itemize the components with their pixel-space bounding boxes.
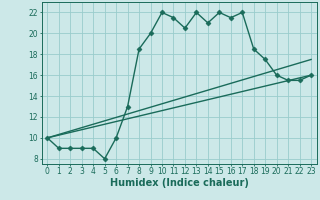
X-axis label: Humidex (Indice chaleur): Humidex (Indice chaleur)	[110, 178, 249, 188]
